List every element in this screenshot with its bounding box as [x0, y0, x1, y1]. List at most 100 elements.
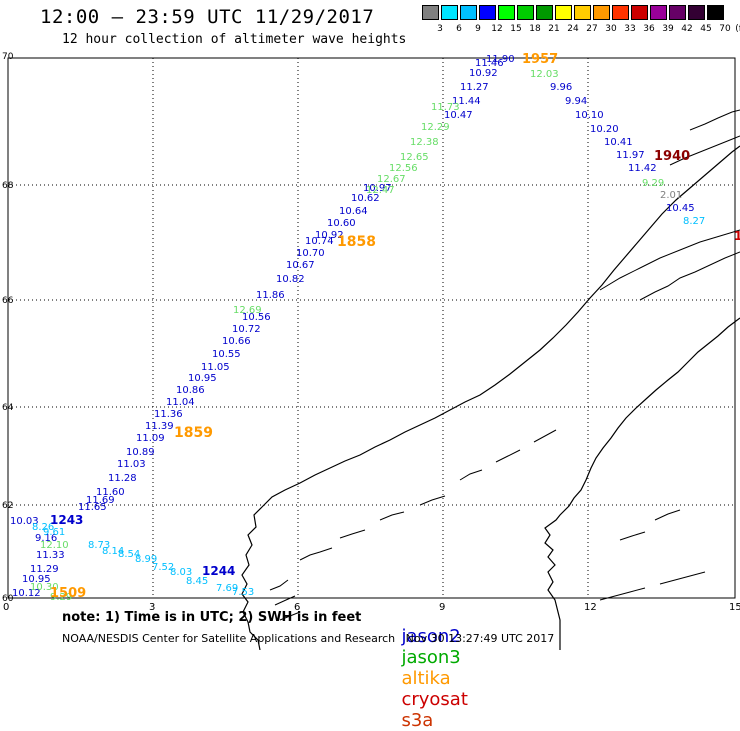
wave-height-label: 10.92 [469, 68, 498, 79]
wave-height-label: 11.39 [145, 421, 174, 432]
lon-label: 3 [149, 602, 155, 613]
lon-label: 9 [439, 602, 445, 613]
scale-swatch [612, 5, 629, 20]
wave-height-label: 10.20 [590, 124, 619, 135]
wave-height-label: 11.69 [86, 495, 115, 506]
wave-height-label: 11.86 [256, 290, 285, 301]
wave-height-label: 10.92 [315, 230, 344, 241]
scale-swatch [498, 5, 515, 20]
wave-height-label: 12.29 [421, 122, 450, 133]
scale-label: 6 [456, 24, 462, 34]
lon-label: 0 [3, 602, 9, 613]
lon-label: 12 [584, 602, 597, 613]
scale-label: 9 [475, 24, 481, 34]
scale-swatch [536, 5, 553, 20]
wave-height-label: 9.96 [550, 82, 572, 93]
scale-swatch [517, 5, 534, 20]
wave-height-label: 9.16 [35, 533, 57, 544]
wave-height-label: 11.73 [431, 102, 460, 113]
wave-height-label: 1243 [50, 513, 83, 527]
wave-height-label: 10.03 [10, 516, 39, 527]
wave-height-label: 11.04 [166, 397, 195, 408]
wave-height-label: 11.27 [460, 82, 489, 93]
wave-height-label: 12.03 [530, 69, 559, 80]
legend-s3a: s3a [401, 710, 434, 731]
page-title: 12:00 – 23:59 UTC 11/29/2017 [40, 6, 375, 28]
wave-height-label: 1940 [654, 149, 690, 164]
wave-height-label: 1 [734, 229, 740, 243]
wave-height-label: 8.45 [186, 576, 208, 587]
wave-height-label: 10.47 [444, 110, 473, 121]
wave-height-label: 9.61 [43, 527, 65, 538]
wave-height-label: 11.42 [628, 163, 657, 174]
wave-height-label: 10.95 [22, 574, 51, 585]
scale-swatch [479, 5, 496, 20]
wave-height-label: 11.28 [108, 473, 137, 484]
lon-label: 15 [729, 602, 740, 613]
wave-height-labels: 11.9011.4610.9211.2711.4410.4710.9710.62… [10, 52, 740, 603]
wave-height-label: 11.05 [201, 362, 230, 373]
scale-label: 70 [719, 24, 731, 34]
wave-height-label: 12.65 [400, 152, 429, 163]
map-frame [7, 57, 736, 599]
wave-height-label: 10.74 [305, 236, 334, 247]
note-text: note: 1) Time is in UTC; 2) SWH is in fe… [62, 610, 362, 625]
wave-height-label: 11.44 [452, 96, 481, 107]
wave-height-label: 7.53 [232, 587, 254, 598]
wave-height-label: 8.26 [32, 522, 54, 533]
wave-height-label: 10.12 [12, 588, 41, 599]
scale-swatch [555, 5, 572, 20]
wave-height-label: 12.56 [389, 163, 418, 174]
wave-height-label: 10.66 [222, 336, 251, 347]
wave-height-label: 10.41 [604, 137, 633, 148]
wave-height-label: 10.67 [286, 260, 315, 271]
wave-height-label: 11.29 [30, 564, 59, 575]
legend-jason3: jason3 [401, 647, 461, 668]
wave-height-label: 8.27 [683, 216, 705, 227]
wave-height-label: 10.70 [296, 248, 325, 259]
map-grid: 70 68 66 64 62 600 3 6 9 12 15 [2, 52, 740, 613]
scale-swatch [574, 5, 591, 20]
wave-height-label: 10.10 [575, 110, 604, 121]
wave-height-label: 2.01 [660, 190, 682, 201]
scale-label: 45 [700, 24, 712, 34]
wave-height-label: 11.03 [117, 459, 146, 470]
scale-swatch [631, 5, 648, 20]
coastline [241, 109, 740, 650]
wave-height-label: 12.67 [377, 174, 406, 185]
wave-height-label: 8.73 [88, 540, 110, 551]
wave-height-label: 10.97 [363, 183, 392, 194]
wave-height-label: 12.69 [233, 305, 262, 316]
scale-label: 33 [624, 24, 636, 34]
wave-height-label: 7.69 [216, 583, 238, 594]
wave-height-label: 10.56 [242, 312, 271, 323]
wave-height-label: 10.64 [339, 206, 368, 217]
wave-height-label: 10.62 [351, 193, 380, 204]
scale-unit: (ft) [735, 24, 740, 34]
wave-height-label: 10.89 [126, 447, 155, 458]
scale-swatch [593, 5, 610, 20]
wave-height-label: 9.29 [642, 178, 664, 189]
scale-swatch [707, 5, 724, 20]
scale-swatch [650, 5, 667, 20]
wave-height-label: 11.33 [36, 550, 65, 561]
page-subtitle: 12 hour collection of altimeter wave hei… [62, 32, 407, 47]
wave-height-label: 11.46 [475, 58, 504, 69]
lat-label: 68 [2, 181, 14, 191]
wave-height-label: 11.36 [154, 409, 183, 420]
wave-height-label: 12.38 [410, 137, 439, 148]
scale-label: 12 [491, 24, 503, 34]
scale-label: 39 [662, 24, 674, 34]
wave-height-label: 12.10 [40, 540, 69, 551]
satellite-legend: jason2 jason3 altika cryosat s3a [390, 605, 478, 731]
scale-swatch [441, 5, 458, 20]
wave-height-label: 7.52 [152, 562, 174, 573]
wave-height-label: 1859 [174, 425, 213, 441]
scale-label: 24 [567, 24, 579, 34]
wave-height-label: 8.03 [170, 567, 192, 578]
scale-label: 15 [510, 24, 522, 34]
wave-height-label: 9.94 [565, 96, 587, 107]
scale-label: 30 [605, 24, 617, 34]
wave-height-label: 10.86 [176, 385, 205, 396]
lat-label: 62 [2, 501, 13, 511]
